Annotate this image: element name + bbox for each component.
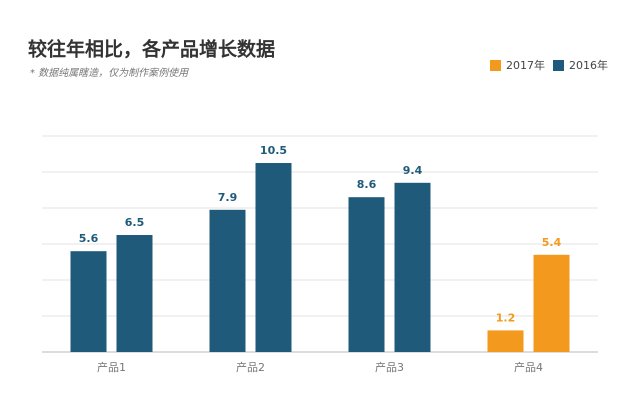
bar [348, 197, 385, 352]
value-label: 6.5 [125, 216, 145, 229]
x-tick-label: 产品2 [236, 360, 265, 374]
x-tick-label: 产品4 [514, 360, 543, 374]
chart-subtitle: * 数据纯属瞎造，仅为制作案例使用 [30, 67, 189, 79]
value-label: 5.6 [79, 232, 99, 245]
x-tick-label: 产品3 [375, 360, 404, 374]
value-label: 1.2 [496, 311, 516, 324]
legend-swatch [490, 60, 501, 71]
bar [487, 330, 524, 352]
bar [70, 251, 107, 352]
bar [116, 235, 153, 352]
legend-label: 2016年 [569, 58, 608, 72]
bar [255, 163, 292, 352]
value-label: 5.4 [542, 236, 562, 249]
value-label: 9.4 [403, 164, 423, 177]
chart-title: 较往年相比，各产品增长数据 [28, 38, 275, 61]
value-label: 10.5 [260, 144, 287, 157]
bar [394, 182, 431, 352]
legend-swatch [553, 60, 564, 71]
value-label: 8.6 [357, 178, 377, 191]
bar [209, 209, 246, 352]
legend-label: 2017年 [506, 58, 545, 72]
value-label: 7.9 [218, 191, 238, 204]
x-tick-label: 产品1 [97, 360, 126, 374]
bar [533, 254, 570, 352]
